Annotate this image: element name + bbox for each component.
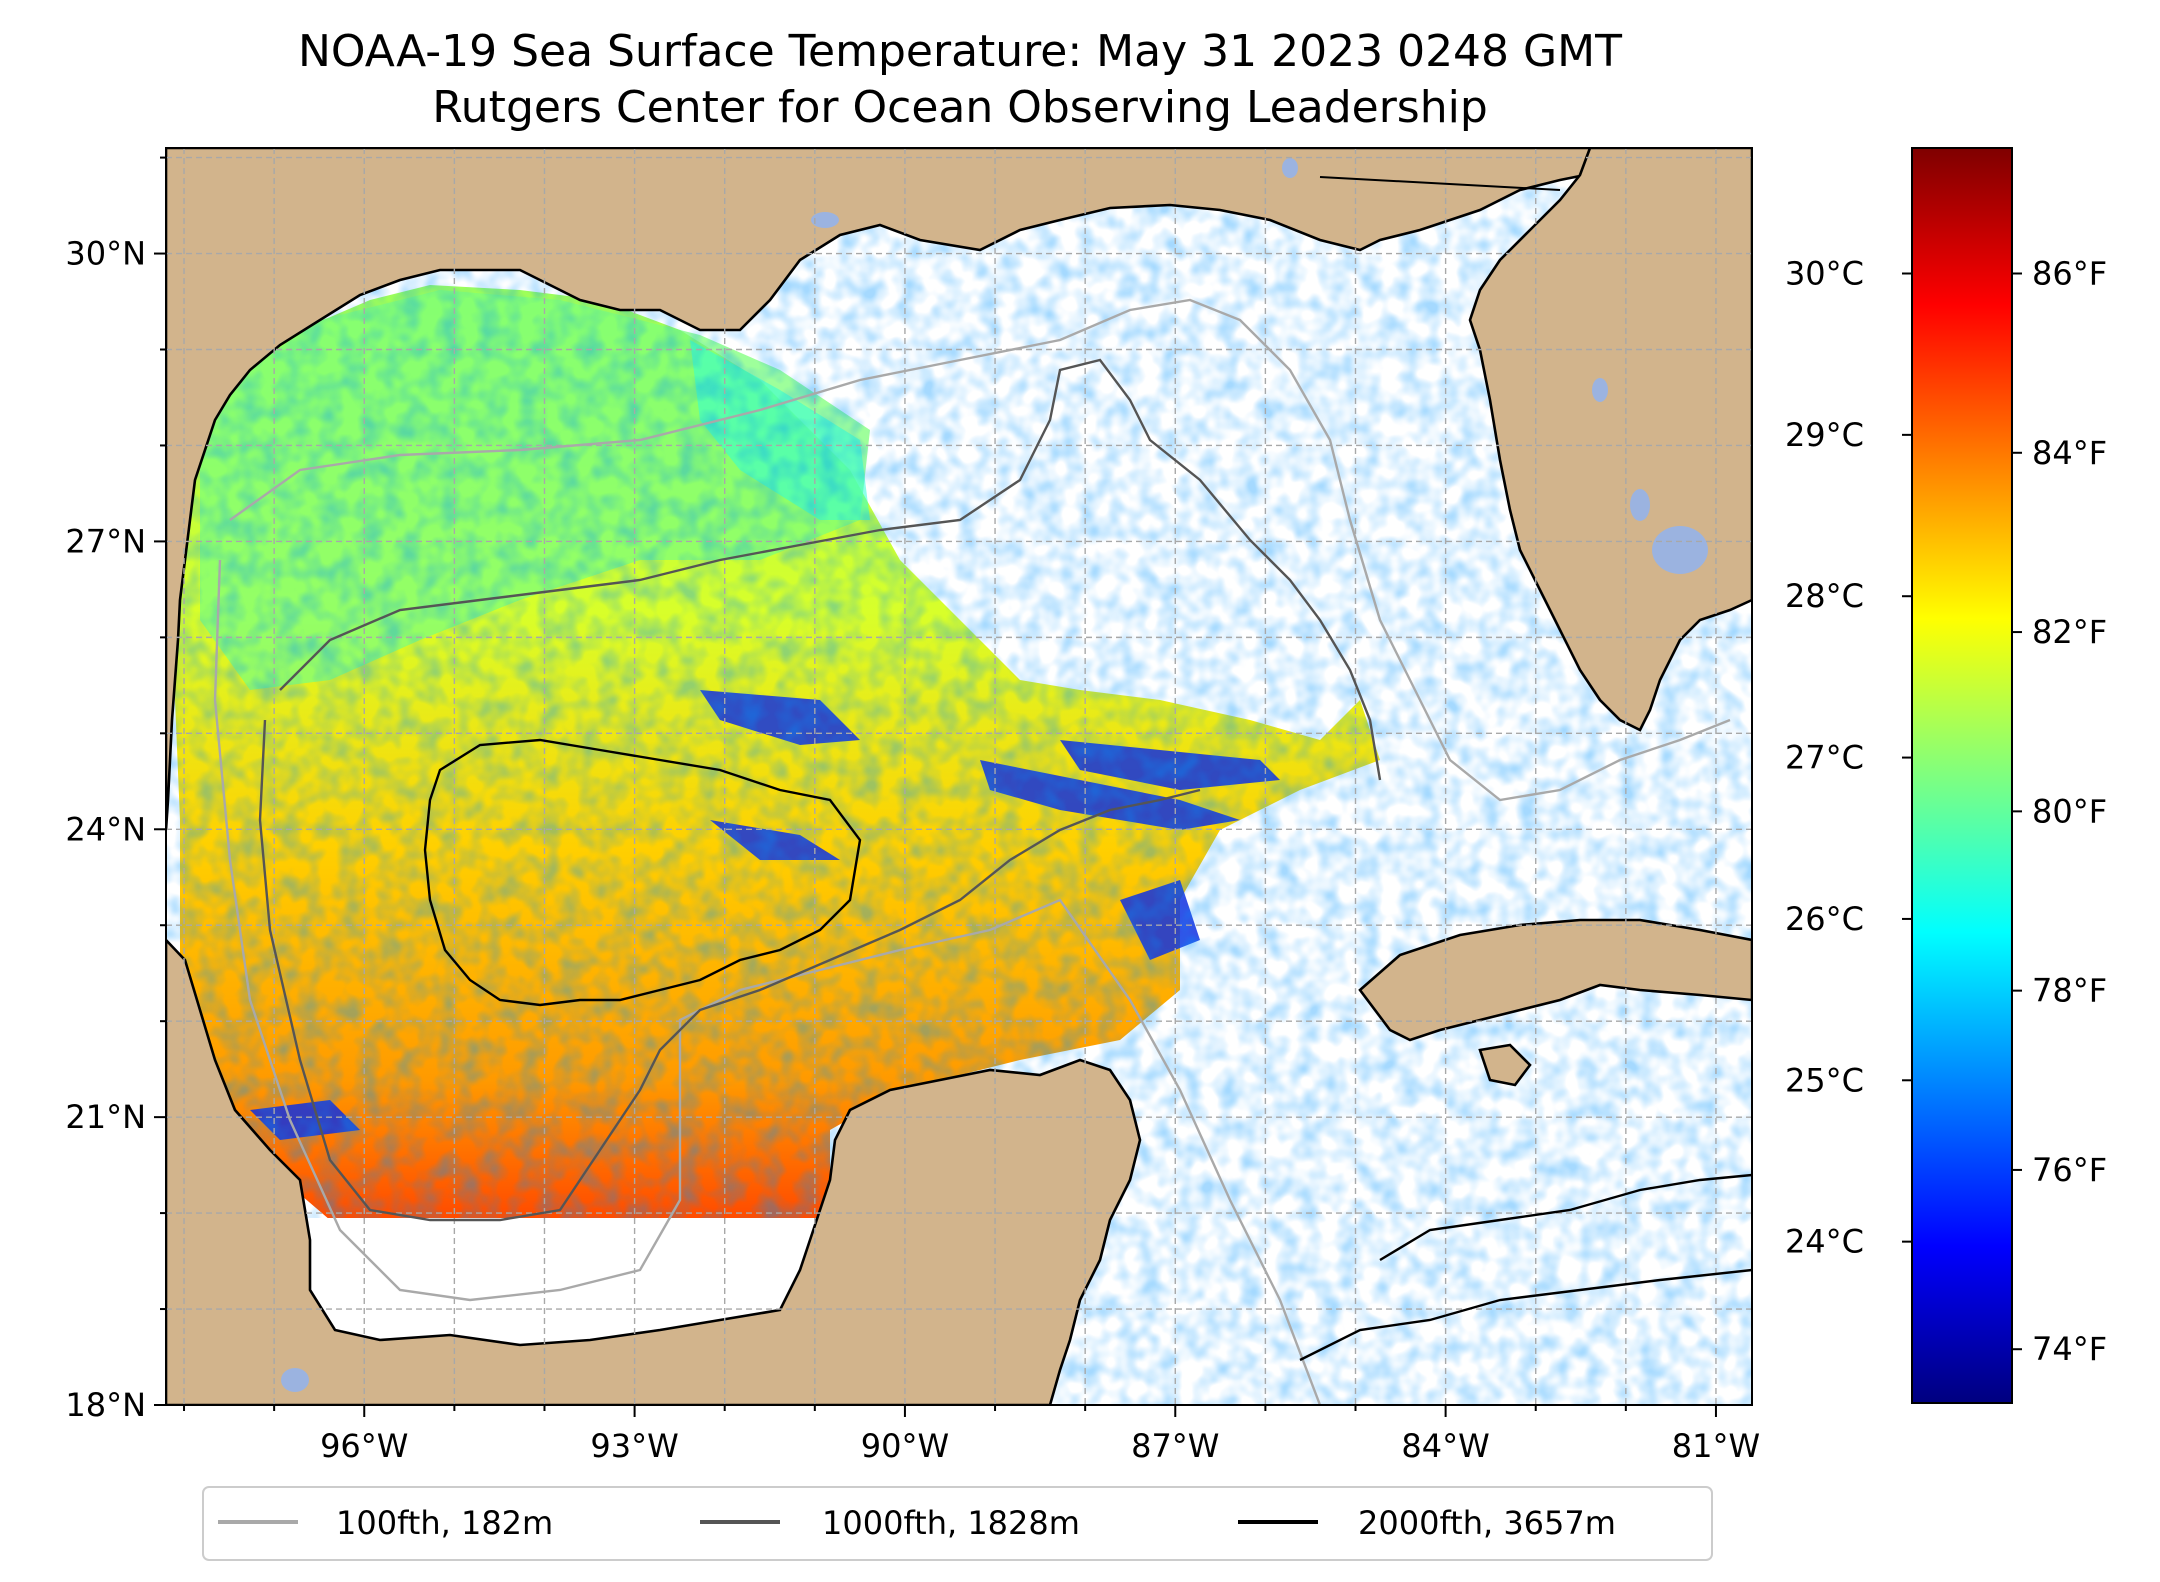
bathymetry-100fth bbox=[213, 298, 1731, 1405]
lon-tick-label: 96°W bbox=[320, 1427, 408, 1465]
title-line-1: NOAA-19 Sea Surface Temperature: May 31 … bbox=[298, 26, 1622, 77]
celsius-tick-label: 30°C bbox=[1785, 255, 1864, 293]
fahrenheit-tick-label: 76°F bbox=[2032, 1151, 2107, 1189]
colorbar-fahrenheit-ticks: 86°F 84°F 82°F 80°F 78°F 76°F 74°F bbox=[2012, 255, 2107, 1368]
lon-tick-label: 93°W bbox=[590, 1427, 678, 1465]
land bbox=[166, 148, 1752, 1405]
colorbar: 30°C 29°C 28°C 27°C 26°C 25°C 24°C 86°F 84°F 82°… bbox=[1785, 147, 2107, 1404]
celsius-tick-label: 26°C bbox=[1785, 900, 1864, 938]
lon-tick-label: 84°W bbox=[1401, 1427, 1489, 1465]
lat-tick-label: 21°N bbox=[65, 1098, 146, 1136]
lon-tick-label: 81°W bbox=[1672, 1427, 1760, 1465]
celsius-tick-label: 24°C bbox=[1785, 1223, 1864, 1261]
map-frame bbox=[165, 147, 1753, 1406]
lat-axis: 30°N 27°N 24°N 21°N 18°N bbox=[65, 156, 166, 1424]
fahrenheit-tick-label: 78°F bbox=[2032, 972, 2107, 1010]
legend-item-1000fth: 1000fth, 1828m bbox=[700, 1504, 1080, 1542]
legend-item-100fth: 100fth, 182m bbox=[218, 1504, 553, 1542]
legend-label-2000fth: 2000fth, 3657m bbox=[1358, 1504, 1616, 1542]
fahrenheit-tick-label: 82°F bbox=[2032, 613, 2107, 651]
fahrenheit-tick-label: 74°F bbox=[2032, 1330, 2107, 1368]
lon-axis: 96°W 93°W 90°W 87°W 84°W 81°W bbox=[183, 1405, 1760, 1465]
title-line-2: Rutgers Center for Ocean Observing Leade… bbox=[432, 82, 1488, 133]
bathymetry-1000fth bbox=[258, 358, 1382, 1222]
map-panel bbox=[166, 148, 1752, 1405]
lon-tick-label: 90°W bbox=[861, 1427, 949, 1465]
lat-tick-label: 27°N bbox=[65, 522, 146, 560]
colorbar-gradient bbox=[1911, 147, 2013, 1404]
lon-tick-label: 87°W bbox=[1131, 1427, 1219, 1465]
legend-box bbox=[202, 1486, 1713, 1561]
lat-tick-label: 24°N bbox=[65, 810, 146, 848]
lakes bbox=[281, 158, 1708, 1392]
state-boundary bbox=[1319, 176, 1561, 191]
celsius-tick-label: 27°C bbox=[1785, 739, 1864, 777]
colorbar-celsius-ticks: 30°C 29°C 28°C 27°C 26°C 25°C 24°C bbox=[1785, 255, 1912, 1261]
gridlines bbox=[166, 148, 1752, 1405]
fahrenheit-tick-label: 86°F bbox=[2032, 255, 2107, 293]
celsius-tick-label: 29°C bbox=[1785, 416, 1864, 454]
legend: 100fth, 182m 1000fth, 1828m 2000fth, 365… bbox=[202, 1486, 1713, 1561]
fahrenheit-tick-label: 80°F bbox=[2032, 792, 2107, 830]
legend-label-1000fth: 1000fth, 1828m bbox=[822, 1504, 1080, 1542]
bathymetry-2000fth bbox=[423, 738, 1752, 1362]
celsius-tick-label: 25°C bbox=[1785, 1061, 1864, 1099]
lat-tick-label: 18°N bbox=[65, 1386, 146, 1424]
lat-tick-label: 30°N bbox=[65, 235, 146, 273]
celsius-tick-label: 28°C bbox=[1785, 577, 1864, 615]
legend-item-2000fth: 2000fth, 3657m bbox=[1238, 1504, 1616, 1542]
fahrenheit-tick-label: 84°F bbox=[2032, 434, 2107, 472]
legend-label-100fth: 100fth, 182m bbox=[336, 1504, 553, 1542]
